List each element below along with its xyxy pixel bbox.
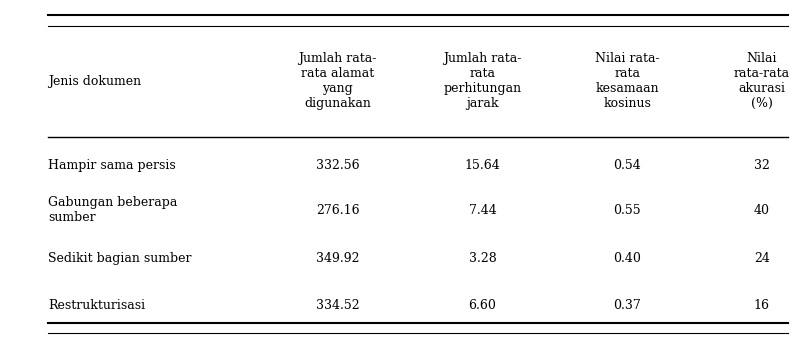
Text: Gabungan beberapa
sumber: Gabungan beberapa sumber [48, 196, 177, 224]
Text: 32: 32 [753, 159, 768, 172]
Text: Jumlah rata-
rata alamat
yang
digunakan: Jumlah rata- rata alamat yang digunakan [298, 52, 377, 110]
Text: 40: 40 [753, 204, 768, 217]
Text: Restrukturisasi: Restrukturisasi [48, 299, 145, 312]
Text: 3.28: 3.28 [468, 252, 495, 265]
Text: 0.40: 0.40 [613, 252, 640, 265]
Text: 7.44: 7.44 [468, 204, 495, 217]
Text: 16: 16 [753, 299, 768, 312]
Text: 24: 24 [753, 252, 768, 265]
Text: Hampir sama persis: Hampir sama persis [48, 159, 176, 172]
Text: 349.92: 349.92 [316, 252, 359, 265]
Text: 0.37: 0.37 [613, 299, 640, 312]
Text: Sedikit bagian sumber: Sedikit bagian sumber [48, 252, 191, 265]
Text: 6.60: 6.60 [468, 299, 495, 312]
Text: Nilai rata-
rata
kesamaan
kosinus: Nilai rata- rata kesamaan kosinus [594, 52, 658, 110]
Text: 15.64: 15.64 [464, 159, 499, 172]
Text: 0.54: 0.54 [613, 159, 640, 172]
Text: 0.55: 0.55 [613, 204, 640, 217]
Text: Nilai
rata-rata
akurasi
(%): Nilai rata-rata akurasi (%) [733, 52, 789, 110]
Text: 332.56: 332.56 [316, 159, 359, 172]
Text: Jumlah rata-
rata
perhitungan
jarak: Jumlah rata- rata perhitungan jarak [442, 52, 521, 110]
Text: Jenis dokumen: Jenis dokumen [48, 75, 141, 88]
Text: 276.16: 276.16 [316, 204, 359, 217]
Text: 334.52: 334.52 [316, 299, 359, 312]
